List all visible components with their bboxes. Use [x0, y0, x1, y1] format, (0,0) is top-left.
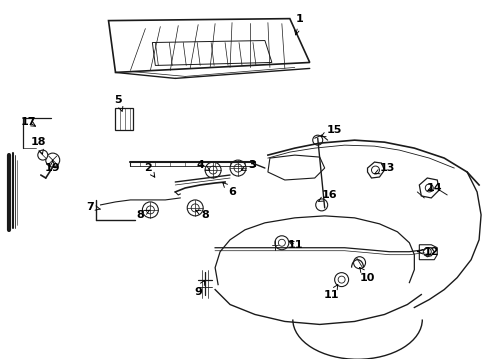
Circle shape	[205, 162, 221, 178]
Text: 3: 3	[241, 160, 255, 170]
Text: 1: 1	[294, 14, 303, 35]
Text: 18: 18	[31, 137, 46, 154]
Circle shape	[38, 150, 48, 160]
Text: 4: 4	[196, 160, 209, 170]
Text: 8: 8	[195, 210, 208, 220]
Circle shape	[353, 257, 365, 269]
Circle shape	[274, 236, 288, 250]
Text: 11: 11	[287, 240, 303, 250]
Text: 13: 13	[374, 163, 394, 174]
Circle shape	[142, 202, 158, 218]
Circle shape	[187, 200, 203, 216]
Text: 2: 2	[144, 163, 154, 177]
Text: 12: 12	[417, 247, 438, 257]
Circle shape	[229, 160, 245, 176]
Text: 17: 17	[21, 117, 37, 127]
Text: 5: 5	[115, 95, 122, 111]
Circle shape	[315, 199, 327, 211]
Text: 6: 6	[223, 183, 236, 197]
Circle shape	[46, 153, 60, 167]
Text: 19: 19	[45, 160, 61, 173]
FancyBboxPatch shape	[115, 108, 133, 130]
Text: 8: 8	[136, 210, 149, 220]
Text: 16: 16	[318, 190, 337, 202]
Text: 15: 15	[321, 125, 342, 137]
Text: 10: 10	[359, 267, 374, 283]
Text: 14: 14	[426, 183, 441, 193]
Text: 11: 11	[323, 284, 339, 300]
Circle shape	[334, 273, 348, 287]
Text: 9: 9	[194, 280, 204, 297]
Text: 7: 7	[86, 202, 100, 212]
